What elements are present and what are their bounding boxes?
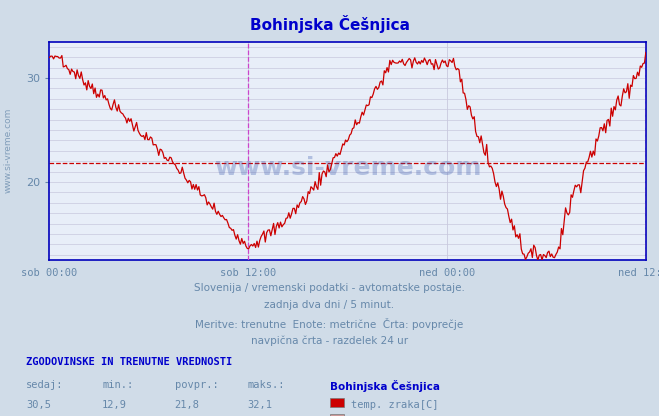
Text: ned 00:00: ned 00:00 [419, 268, 475, 278]
Text: 12,9: 12,9 [102, 400, 127, 410]
Text: ZGODOVINSKE IN TRENUTNE VREDNOSTI: ZGODOVINSKE IN TRENUTNE VREDNOSTI [26, 357, 233, 367]
Text: navpična črta - razdelek 24 ur: navpična črta - razdelek 24 ur [251, 335, 408, 346]
Text: Bohinjska Češnjica: Bohinjska Češnjica [250, 15, 409, 32]
Text: zadnja dva dni / 5 minut.: zadnja dva dni / 5 minut. [264, 300, 395, 310]
Text: Slovenija / vremenski podatki - avtomatske postaje.: Slovenija / vremenski podatki - avtomats… [194, 283, 465, 293]
Text: min.:: min.: [102, 380, 133, 390]
Text: povpr.:: povpr.: [175, 380, 218, 390]
Text: sob 12:00: sob 12:00 [220, 268, 276, 278]
Text: Bohinjska Češnjica: Bohinjska Češnjica [330, 380, 440, 392]
Text: www.si-vreme.com: www.si-vreme.com [3, 108, 13, 193]
Text: www.si-vreme.com: www.si-vreme.com [214, 156, 481, 180]
Text: 21,8: 21,8 [175, 400, 200, 410]
Text: sob 00:00: sob 00:00 [21, 268, 78, 278]
Text: Meritve: trenutne  Enote: metrične  Črta: povprečje: Meritve: trenutne Enote: metrične Črta: … [195, 318, 464, 330]
Text: 32,1: 32,1 [247, 400, 272, 410]
Text: maks.:: maks.: [247, 380, 285, 390]
Text: ned 12:00: ned 12:00 [617, 268, 659, 278]
Text: sedaj:: sedaj: [26, 380, 64, 390]
Text: 30,5: 30,5 [26, 400, 51, 410]
Text: temp. zraka[C]: temp. zraka[C] [351, 400, 438, 410]
